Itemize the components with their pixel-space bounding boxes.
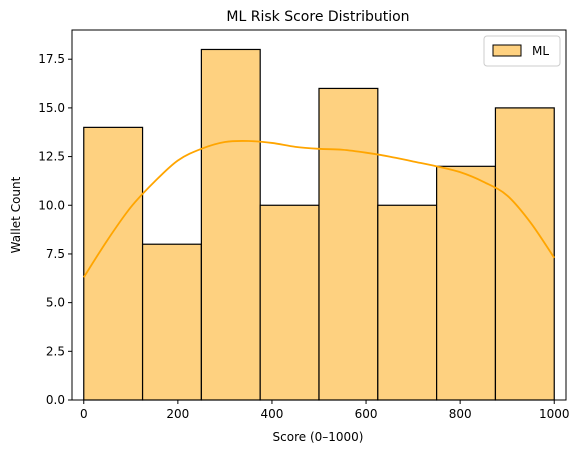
kde-line [83, 139, 555, 278]
plot-frame [71, 29, 567, 401]
histogram-bar [494, 107, 555, 401]
chart-title: ML Risk Score Distribution [226, 9, 409, 25]
x-tick-label: 0 [80, 407, 88, 421]
y-tick-label: 2.5 [46, 344, 65, 358]
x-tick-label: 800 [449, 407, 472, 421]
legend-box [483, 35, 561, 67]
y-tick-label: 15.0 [38, 101, 65, 115]
histogram-bar [141, 243, 202, 401]
histogram-bars [83, 48, 555, 401]
axes: 0 200 400 600 800 1000 0.0 2.5 5.0 7.5 10.0 12.5 15.… [38, 29, 570, 421]
y-tick-label: 7.5 [46, 247, 65, 261]
y-tick-label: 0.0 [46, 393, 65, 407]
x-axis-title: Score (0–1000) [273, 430, 364, 444]
histogram-bar [436, 165, 497, 401]
y-tick-label: 10.0 [38, 198, 65, 212]
histogram-bar [318, 87, 379, 401]
y-axis-title: Wallet Count [9, 176, 23, 253]
histogram-bar [259, 204, 320, 401]
x-tick-label: 200 [166, 407, 189, 421]
legend-swatch [492, 44, 522, 57]
histogram-bar [83, 126, 144, 401]
y-tick-label: 5.0 [46, 296, 65, 310]
x-tick-label: 600 [355, 407, 378, 421]
y-tick-label: 12.5 [38, 150, 65, 164]
y-tick-label: 17.5 [38, 52, 65, 66]
x-tick-label: 400 [260, 407, 283, 421]
x-tick-label: 1000 [539, 407, 570, 421]
histogram-bar [377, 204, 438, 401]
legend: ML [483, 35, 561, 67]
histogram-bar [200, 48, 261, 401]
legend-label: ML [532, 44, 549, 58]
